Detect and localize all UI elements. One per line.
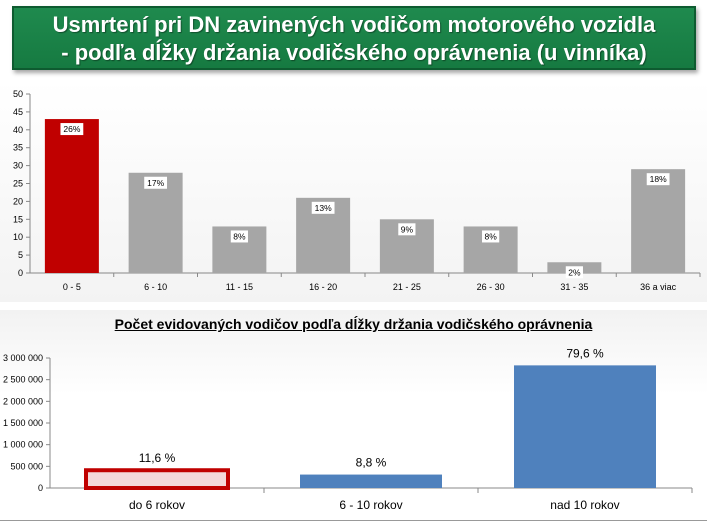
- chart1-y-tick-label: 30: [13, 161, 23, 171]
- chart1-data-label-box: [311, 201, 335, 214]
- chart1-y-tick-label: 20: [13, 196, 23, 206]
- chart1-x-tick-label: 26 - 30: [477, 282, 505, 292]
- chart1-data-label: 2%: [568, 267, 581, 277]
- chart2-title: Počet evidovaných vodičov podľa dĺžky dr…: [0, 316, 707, 332]
- chart1-data-label: 26%: [63, 124, 80, 134]
- chart1-data-label: 17%: [147, 178, 164, 188]
- chart1-data-label: 8%: [484, 231, 497, 241]
- chart2-x-tick-label: 6 - 10 rokov: [339, 498, 402, 512]
- page-title-line2: - podľa dĺžky držania vodičského oprávne…: [61, 40, 647, 65]
- chart2-data-label: 79,6 %: [566, 346, 604, 360]
- chart1-data-label: 13%: [315, 203, 332, 213]
- chart2-y-tick-label: 0: [38, 483, 43, 493]
- chart1-bar: [631, 169, 686, 273]
- chart2-bar: [300, 474, 442, 488]
- chart1-x-tick-label: 6 - 10: [144, 282, 167, 292]
- chart1-y-tick-label: 10: [13, 232, 23, 242]
- footer-divider: [0, 520, 707, 530]
- chart1-data-label-box: [60, 123, 84, 136]
- chart1-x-tick-label: 0 - 5: [63, 282, 81, 292]
- chart2-data-label: 8,8 %: [356, 456, 387, 470]
- chart1-x-tick-label: 31 - 35: [560, 282, 588, 292]
- chart2-x-tick-label: do 6 rokov: [129, 498, 185, 512]
- chart1-y-tick-label: 0: [18, 268, 23, 278]
- chart2-bar: [514, 365, 656, 488]
- chart2-title-text: Počet evidovaných vodičov podľa dĺžky dr…: [114, 316, 593, 332]
- chart1-x-tick-label: 16 - 20: [309, 282, 337, 292]
- chart1-data-label: 9%: [401, 224, 414, 234]
- chart2-data-label: 11,6 %: [139, 451, 176, 465]
- chart2-y-tick-label: 500 000: [10, 461, 43, 471]
- chart1-x-tick-label: 11 - 15: [226, 282, 253, 292]
- chart1-x-tick-label: 21 - 25: [393, 282, 421, 292]
- chart2-y-tick-label: 2 000 000: [3, 396, 43, 406]
- chart1-x-tick-label: 36 a viac: [640, 282, 677, 292]
- chart2-y-tick-label: 2 500 000: [3, 375, 43, 385]
- chart1-data-label-box: [398, 223, 416, 236]
- chart1-data-label-box: [482, 230, 500, 243]
- chart1-data-label-box: [646, 173, 670, 186]
- chart1-y-tick-label: 25: [13, 179, 23, 189]
- chart2-bar: [84, 468, 230, 491]
- chart1-y-tick-label: 45: [13, 107, 23, 117]
- chart2-y-tick-label: 1 000 000: [3, 440, 43, 450]
- chart1-y-tick-label: 40: [13, 125, 23, 135]
- chart1-y-tick-label: 35: [13, 143, 23, 153]
- chart1-y-tick-label: 15: [13, 214, 23, 224]
- chart1-data-label: 18%: [650, 174, 667, 184]
- chart2-y-tick-label: 1 500 000: [3, 418, 43, 428]
- chart1-bar: [44, 119, 99, 273]
- chart1-data-label-box: [565, 266, 583, 279]
- page-title: Usmrtení pri DN zavinených vodičom motor…: [12, 6, 696, 70]
- chart1-data-label-box: [144, 176, 168, 189]
- chart1-bar: [128, 172, 183, 273]
- chart1-data-label: 8%: [233, 231, 246, 241]
- chart1-y-tick-label: 5: [18, 250, 23, 260]
- chart1-data-label-box: [230, 230, 248, 243]
- page-title-line1: Usmrtení pri DN zavinených vodičom motor…: [52, 12, 656, 37]
- chart2-x-tick-label: nad 10 rokov: [550, 498, 619, 512]
- chart1-y-tick-label: 50: [13, 89, 23, 99]
- chart2-y-tick-label: 3 000 000: [3, 353, 43, 363]
